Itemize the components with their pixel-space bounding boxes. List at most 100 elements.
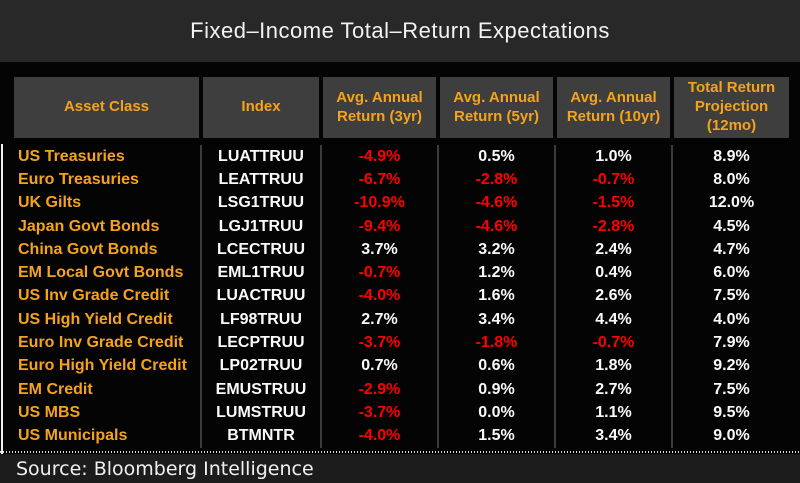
asset-class-cell: US Inv Grade Credit bbox=[18, 287, 170, 305]
column-divider bbox=[320, 145, 322, 448]
value-cell: 3.4% bbox=[478, 310, 515, 328]
asset-class-cell: EM Local Govt Bonds bbox=[18, 264, 184, 282]
value-cell: 6.0% bbox=[713, 264, 750, 282]
value-cell: -2.8% bbox=[475, 170, 518, 188]
value-cell: -3.7% bbox=[358, 403, 401, 421]
fixed-income-table: Asset Class Index Avg. Annual Return (3yr)… bbox=[14, 77, 789, 448]
index-ticker-cell: EML1TRUU bbox=[217, 264, 305, 282]
value-cell: 9.0% bbox=[713, 427, 750, 445]
header-asset-class: Asset Class bbox=[14, 77, 199, 138]
value-cell: -10.9% bbox=[354, 194, 405, 212]
value-cell: 0.6% bbox=[478, 357, 515, 375]
value-cell: 3.7% bbox=[361, 240, 398, 258]
value-cell: 2.4% bbox=[595, 240, 632, 258]
asset-class-cell: Japan Govt Bonds bbox=[18, 217, 160, 235]
asset-class-cell: US Treasuries bbox=[18, 147, 125, 165]
index-ticker-cell: BTMNTR bbox=[227, 427, 295, 445]
index-ticker-cell: LCECTRUU bbox=[217, 240, 305, 258]
value-cell: -3.7% bbox=[358, 334, 401, 352]
value-cell: 12.0% bbox=[708, 194, 755, 212]
value-cell: 4.7% bbox=[713, 240, 750, 258]
column-divider bbox=[200, 145, 202, 448]
asset-class-cell: US Municipals bbox=[18, 427, 128, 445]
table-row: US Treasuries LUATTRUU -4.9% 0.5% 1.0% 8.9% bbox=[14, 145, 789, 168]
asset-class-cell: US High Yield Credit bbox=[18, 310, 173, 328]
asset-class-cell: Euro Inv Grade Credit bbox=[18, 334, 184, 352]
value-cell: 9.5% bbox=[713, 403, 750, 421]
value-cell: 4.0% bbox=[713, 310, 750, 328]
header-avg-annual-return-5yr: Avg. Annual Return (5yr) bbox=[440, 77, 553, 138]
value-cell: 1.6% bbox=[478, 287, 515, 305]
value-cell: -9.4% bbox=[358, 217, 401, 235]
index-ticker-cell: LF98TRUU bbox=[220, 310, 302, 328]
table-row: US Municipals BTMNTR -4.0% 1.5% 3.4% 9.0% bbox=[14, 425, 789, 448]
value-cell: 2.6% bbox=[595, 287, 632, 305]
value-cell: 8.9% bbox=[713, 147, 750, 165]
index-ticker-cell: LEATTRUU bbox=[218, 170, 304, 188]
index-ticker-cell: LUACTRUU bbox=[216, 287, 306, 305]
value-cell: -2.9% bbox=[358, 380, 401, 398]
index-ticker-cell: LUMSTRUU bbox=[216, 403, 306, 421]
table-row: UK Gilts LSG1TRUU -10.9% -4.6% -1.5% 12.0% bbox=[14, 192, 789, 215]
table-row: US Inv Grade Credit LUACTRUU -4.0% 1.6% 2.6%… bbox=[14, 285, 789, 308]
column-divider bbox=[671, 145, 673, 448]
value-cell: 1.5% bbox=[478, 427, 515, 445]
value-cell: 0.7% bbox=[361, 357, 398, 375]
value-cell: -0.7% bbox=[592, 170, 635, 188]
header-total-return-projection-12mo: Total Return Projection (12mo) bbox=[674, 77, 789, 138]
value-cell: 0.0% bbox=[478, 403, 515, 421]
index-ticker-cell: LGJ1TRUU bbox=[218, 217, 304, 235]
value-cell: 0.9% bbox=[478, 380, 515, 398]
value-cell: -6.7% bbox=[358, 170, 401, 188]
index-ticker-cell: LP02TRUU bbox=[219, 357, 303, 375]
value-cell: 1.8% bbox=[595, 357, 632, 375]
table-row: China Govt Bonds LCECTRUU 3.7% 3.2% 2.4% 4.7% bbox=[14, 238, 789, 261]
value-cell: -4.6% bbox=[475, 217, 518, 235]
asset-class-cell: China Govt Bonds bbox=[18, 240, 158, 258]
value-cell: 2.7% bbox=[595, 380, 632, 398]
column-divider bbox=[437, 145, 439, 448]
asset-class-cell: Euro High Yield Credit bbox=[18, 357, 187, 375]
value-cell: 0.5% bbox=[478, 147, 515, 165]
table-row: Euro Treasuries LEATTRUU -6.7% -2.8% -0.7% 8.… bbox=[14, 168, 789, 191]
value-cell: -1.8% bbox=[475, 334, 518, 352]
index-ticker-cell: LECPTRUU bbox=[217, 334, 305, 352]
value-cell: -0.7% bbox=[358, 264, 401, 282]
page-title: Fixed–Income Total–Return Expectations bbox=[190, 18, 610, 43]
index-ticker-cell: LUATTRUU bbox=[218, 147, 304, 165]
value-cell: 4.4% bbox=[595, 310, 632, 328]
value-cell: 7.5% bbox=[713, 380, 750, 398]
source-label: Source: Bloomberg Intelligence bbox=[16, 457, 314, 480]
table-header-row: Asset Class Index Avg. Annual Return (3yr)… bbox=[14, 77, 789, 138]
asset-class-cell: UK Gilts bbox=[18, 194, 82, 212]
table-row: Euro High Yield Credit LP02TRUU 0.7% 0.6% 1.… bbox=[14, 355, 789, 378]
value-cell: -1.5% bbox=[592, 194, 635, 212]
value-cell: 9.2% bbox=[713, 357, 750, 375]
value-cell: -4.0% bbox=[358, 427, 401, 445]
value-cell: 8.0% bbox=[713, 170, 750, 188]
value-cell: 2.7% bbox=[361, 310, 398, 328]
table-row: EM Local Govt Bonds EML1TRUU -0.7% 1.2% 0.4%… bbox=[14, 261, 789, 284]
value-cell: -4.9% bbox=[358, 147, 401, 165]
column-divider bbox=[554, 145, 556, 448]
asset-class-cell: Euro Treasuries bbox=[18, 170, 139, 188]
value-cell: 3.2% bbox=[478, 240, 515, 258]
table-row: Euro Inv Grade Credit LECPTRUU -3.7% -1.8% -… bbox=[14, 331, 789, 354]
header-avg-annual-return-3yr: Avg. Annual Return (3yr) bbox=[323, 77, 436, 138]
dotted-separator bbox=[0, 451, 800, 453]
value-cell: -0.7% bbox=[592, 334, 635, 352]
left-edge-line bbox=[1, 144, 3, 483]
asset-class-cell: EM Credit bbox=[18, 380, 93, 398]
value-cell: 3.4% bbox=[595, 427, 632, 445]
value-cell: 0.4% bbox=[595, 264, 632, 282]
value-cell: 1.1% bbox=[595, 403, 632, 421]
value-cell: 1.0% bbox=[595, 147, 632, 165]
index-ticker-cell: LSG1TRUU bbox=[217, 194, 305, 212]
index-ticker-cell: EMUSTRUU bbox=[215, 380, 307, 398]
table-body: US Treasuries LUATTRUU -4.9% 0.5% 1.0% 8.9% Eu… bbox=[14, 145, 789, 448]
value-cell: 7.9% bbox=[713, 334, 750, 352]
table-row: EM Credit EMUSTRUU -2.9% 0.9% 2.7% 7.5% bbox=[14, 378, 789, 401]
asset-class-cell: US MBS bbox=[18, 403, 81, 421]
header-index: Index bbox=[203, 77, 319, 138]
